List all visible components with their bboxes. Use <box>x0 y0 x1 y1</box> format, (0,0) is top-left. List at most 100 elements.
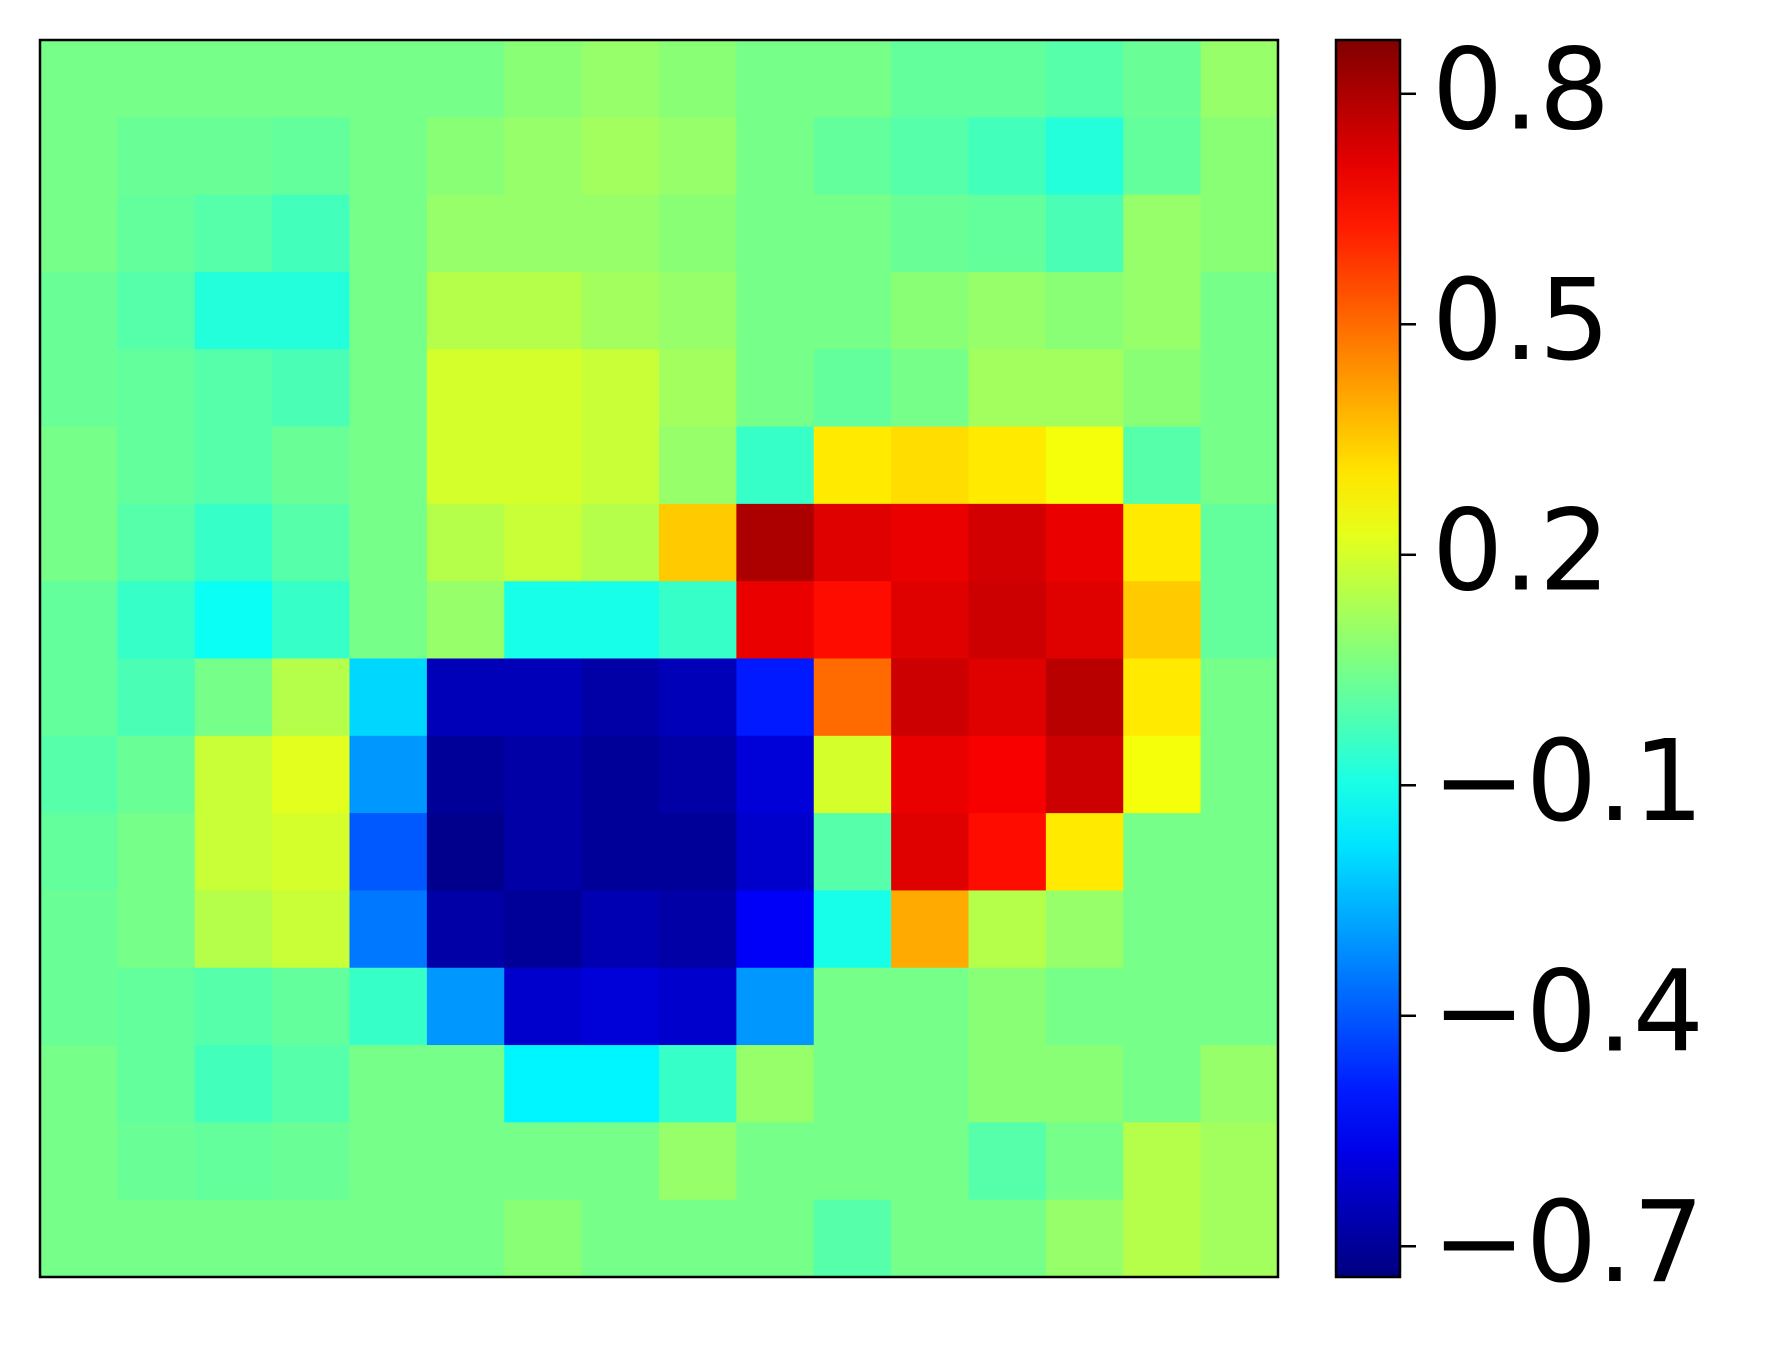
heatmap-cell <box>504 890 583 969</box>
heatmap-cell <box>504 40 583 118</box>
heatmap-cell <box>272 194 350 273</box>
colorbar-tick-label: −0.7 <box>1432 1178 1704 1308</box>
heatmap-cell <box>1123 658 1202 737</box>
heatmap-cell <box>1123 967 1202 1046</box>
heatmap-cell <box>1200 967 1279 1046</box>
heatmap-cell <box>659 890 737 969</box>
heatmap-cell <box>40 581 118 659</box>
heatmap-cell <box>581 967 660 1046</box>
heatmap-cell <box>891 967 969 1046</box>
heatmap-cell <box>1045 40 1124 118</box>
heatmap-cell <box>349 813 428 891</box>
heatmap-cell <box>891 1199 969 1278</box>
heatmap-cell <box>968 40 1047 118</box>
heatmap-cell <box>194 426 273 505</box>
heatmap-cell <box>426 503 505 582</box>
heatmap-cell <box>968 1122 1047 1201</box>
heatmap-cell <box>349 117 428 196</box>
heatmap-cell <box>736 117 815 196</box>
heatmap-cell <box>1123 581 1202 659</box>
heatmap-cell <box>659 658 737 737</box>
heatmap-cell <box>426 581 505 659</box>
colorbar-tick-label: 0.8 <box>1432 26 1610 156</box>
heatmap-cell <box>813 967 892 1046</box>
heatmap-cell <box>736 813 815 891</box>
heatmap-cell <box>426 117 505 196</box>
heatmap-cell <box>504 967 583 1046</box>
heatmap-cell <box>968 1199 1047 1278</box>
heatmap-cell <box>659 1199 737 1278</box>
heatmap-cell <box>581 40 660 118</box>
heatmap-cell <box>194 813 273 891</box>
heatmap-cell <box>504 735 583 814</box>
heatmap-cell <box>272 967 350 1046</box>
heatmap-cell <box>968 194 1047 273</box>
heatmap-cell <box>40 426 118 505</box>
heatmap-cell <box>272 735 350 814</box>
heatmap-cell <box>891 735 969 814</box>
heatmap-cell <box>504 581 583 659</box>
heatmap-cell <box>736 194 815 273</box>
heatmap-cell <box>581 581 660 659</box>
heatmap-cell <box>117 1045 196 1123</box>
heatmap-cell <box>504 194 583 273</box>
heatmap-cell <box>813 349 892 428</box>
heatmap-cell <box>1200 194 1279 273</box>
heatmap-cell <box>1123 1045 1202 1123</box>
heatmap-cell <box>1045 117 1124 196</box>
heatmap-cell <box>736 1199 815 1278</box>
heatmap-cell <box>349 194 428 273</box>
heatmap-cell <box>1045 1122 1124 1201</box>
heatmap-cell <box>349 735 428 814</box>
heatmap-cell <box>968 658 1047 737</box>
heatmap-cell <box>1123 40 1202 118</box>
heatmap-cell <box>891 271 969 350</box>
heatmap-cell <box>891 1122 969 1201</box>
colorbar-tick-label: 0.5 <box>1432 256 1610 386</box>
heatmap-cell <box>349 271 428 350</box>
heatmap-cell <box>813 813 892 891</box>
heatmap-cell <box>349 890 428 969</box>
heatmap-cell <box>272 1122 350 1201</box>
heatmap-cell <box>659 194 737 273</box>
heatmap-cell <box>194 735 273 814</box>
heatmap-cell <box>40 813 118 891</box>
heatmap-cell <box>1200 658 1279 737</box>
heatmap-cell <box>813 426 892 505</box>
heatmap-cell <box>272 349 350 428</box>
heatmap-cell <box>581 1122 660 1201</box>
heatmap-cell <box>1200 1122 1279 1201</box>
heatmap-cell <box>194 117 273 196</box>
heatmap-cell <box>272 890 350 969</box>
heatmap-cell <box>426 1199 505 1278</box>
heatmap-cell <box>968 735 1047 814</box>
heatmap-cell <box>426 658 505 737</box>
heatmap-cell <box>968 813 1047 891</box>
heatmap-cell <box>504 117 583 196</box>
heatmap-cell <box>813 1045 892 1123</box>
heatmap-cell <box>504 271 583 350</box>
heatmap-cell <box>426 271 505 350</box>
heatmap-cell <box>194 658 273 737</box>
heatmap-cell <box>1045 813 1124 891</box>
heatmap-cell <box>813 1199 892 1278</box>
heatmap-cell <box>349 349 428 428</box>
heatmap-cell <box>194 581 273 659</box>
colorbar <box>1334 38 1402 1279</box>
heatmap-cell <box>1200 40 1279 118</box>
heatmap-cell <box>659 1122 737 1201</box>
heatmap-cell <box>813 503 892 582</box>
heatmap-cell <box>813 735 892 814</box>
heatmap-cell <box>504 1122 583 1201</box>
heatmap-cell <box>736 271 815 350</box>
heatmap-cell <box>968 426 1047 505</box>
heatmap-cell <box>581 813 660 891</box>
heatmap-cell <box>117 40 196 118</box>
heatmap-cell <box>40 967 118 1046</box>
colorbar-tick-label: −0.4 <box>1432 948 1704 1078</box>
heatmap-cell <box>40 503 118 582</box>
heatmap-cell <box>1045 658 1124 737</box>
heatmap-cell <box>581 1199 660 1278</box>
heatmap-cell <box>581 194 660 273</box>
heatmap-cell <box>349 1199 428 1278</box>
